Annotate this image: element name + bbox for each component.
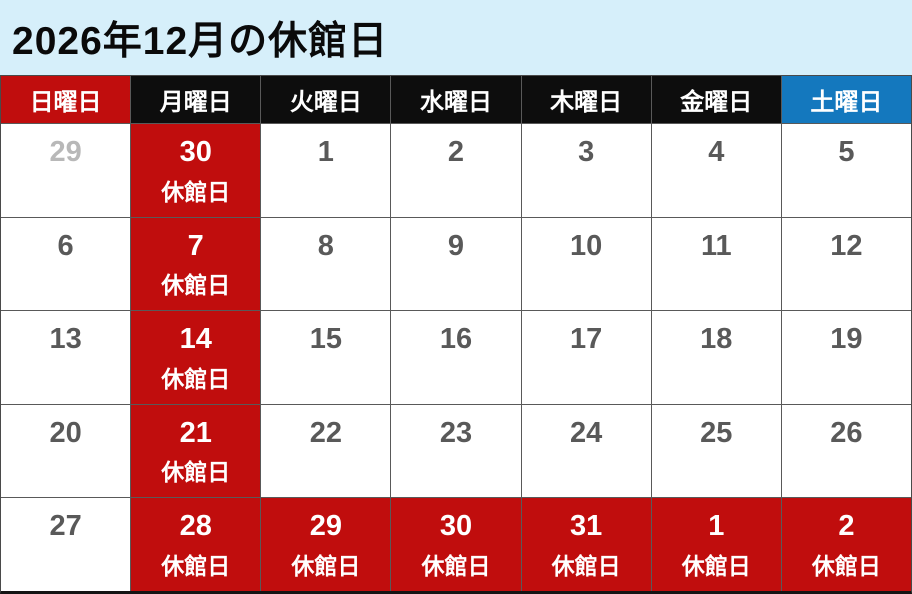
- day-number: 29: [49, 136, 82, 168]
- page-title: 2026年12月の休館日: [12, 19, 389, 63]
- day-number: 26: [830, 416, 863, 449]
- day-number: 12: [830, 229, 863, 262]
- calendar-cell: 17: [521, 311, 651, 404]
- day-number: 17: [570, 323, 603, 356]
- closed-day-label: 休館日: [161, 552, 231, 579]
- day-number: 22: [309, 416, 342, 449]
- calendar-cell-closed: 30 休館日: [391, 498, 521, 591]
- day-number: 21: [179, 416, 212, 449]
- calendar-cell-closed: 1 休館日: [651, 498, 781, 591]
- day-number: 23: [439, 416, 473, 449]
- calendar-cell-closed: 30 休館日: [131, 124, 261, 217]
- day-number: 25: [700, 416, 733, 449]
- closed-day-label: 休館日: [551, 552, 621, 579]
- day-number: 6: [57, 229, 74, 262]
- calendar-cell: 24: [521, 404, 651, 498]
- closed-day-label: 休館日: [161, 365, 231, 392]
- day-number: 1: [708, 510, 725, 543]
- calendar-cell: 18: [651, 311, 781, 404]
- calendar-cell-closed: 21 休館日: [131, 404, 261, 498]
- day-number: 13: [49, 323, 82, 356]
- closed-day-label: 休館日: [421, 552, 491, 579]
- closed-day-label: 休館日: [811, 552, 881, 579]
- calendar-cell-closed: 29 休館日: [261, 498, 391, 591]
- day-number: 30: [439, 510, 473, 543]
- day-number: 30: [179, 136, 212, 168]
- calendar-cell: 9: [391, 217, 521, 311]
- calendar-cell: 4: [651, 124, 781, 217]
- day-number: 2: [838, 510, 855, 543]
- calendar-cell: 12: [781, 217, 911, 311]
- calendar-cell: 27: [1, 498, 131, 591]
- closed-day-label: 休館日: [291, 552, 361, 579]
- title-bar: 2026年12月の休館日: [0, 0, 912, 75]
- day-number: 28: [179, 510, 212, 543]
- day-number: 14: [179, 323, 212, 356]
- calendar-cell: 16: [391, 311, 521, 404]
- closed-day-label: 休館日: [161, 178, 231, 205]
- calendar-cell: 29: [1, 124, 131, 217]
- day-header-weekday-4: 木曜日: [521, 76, 651, 123]
- day-number: 5: [838, 136, 855, 168]
- calendar-cell: 1: [261, 124, 391, 217]
- day-number: 11: [700, 229, 732, 262]
- calendar-cell: 11: [651, 217, 781, 311]
- calendar-cell: 22: [261, 404, 391, 498]
- calendar-cell: 23: [391, 404, 521, 498]
- day-header-weekday-1: 月曜日: [131, 76, 261, 123]
- day-number: 18: [700, 323, 733, 356]
- day-number: 20: [49, 416, 82, 449]
- day-header-saturday: 土曜日: [781, 76, 911, 123]
- day-number: 1: [317, 136, 334, 168]
- calendar-cell: 2: [391, 124, 521, 217]
- day-header-sunday: 日曜日: [1, 76, 131, 123]
- calendar-cell: 8: [261, 217, 391, 311]
- calendar-cell: 3: [521, 124, 651, 217]
- day-number: 31: [570, 510, 603, 543]
- calendar-table: 日曜日 月曜日 火曜日 水曜日 木曜日 金曜日 土曜日 29 30 休館日 1 2 3 4 5 6 7 休館日 8 9…: [0, 75, 912, 594]
- calendar-cell-closed: 2 休館日: [781, 498, 911, 591]
- calendar-cell: 19: [781, 311, 911, 404]
- calendar-cell: 10: [521, 217, 651, 311]
- calendar-cell: 26: [781, 404, 911, 498]
- day-number: 9: [447, 229, 465, 262]
- calendar-cell-closed: 14 休館日: [131, 311, 261, 404]
- calendar-cell: 20: [1, 404, 131, 498]
- calendar-cell: 25: [651, 404, 781, 498]
- day-number: 27: [49, 510, 82, 543]
- day-header-weekday-3: 水曜日: [391, 76, 521, 123]
- day-number: 4: [708, 136, 725, 168]
- calendar-cell-closed: 7 休館日: [131, 217, 261, 311]
- calendar-cell: 6: [1, 217, 131, 311]
- calendar-cell: 5: [781, 124, 911, 217]
- day-number: 29: [309, 510, 342, 543]
- day-number: 7: [187, 229, 204, 262]
- day-number: 2: [447, 136, 465, 168]
- closed-day-label: 休館日: [681, 552, 751, 579]
- day-number: 3: [578, 136, 595, 168]
- day-number: 16: [439, 323, 473, 356]
- day-number: 8: [317, 229, 334, 262]
- day-number: 10: [570, 229, 603, 262]
- calendar-cell-closed: 31 休館日: [521, 498, 651, 591]
- day-number: 19: [830, 323, 863, 356]
- closed-day-label: 休館日: [161, 272, 231, 299]
- day-header-weekday-5: 金曜日: [651, 76, 781, 123]
- closed-day-label: 休館日: [161, 459, 231, 486]
- day-number: 15: [309, 323, 342, 356]
- day-header-weekday-2: 火曜日: [261, 76, 391, 123]
- calendar-cell: 13: [1, 311, 131, 404]
- calendar-cell-closed: 28 休館日: [131, 498, 261, 591]
- calendar-cell: 15: [261, 311, 391, 404]
- day-number: 24: [570, 416, 603, 449]
